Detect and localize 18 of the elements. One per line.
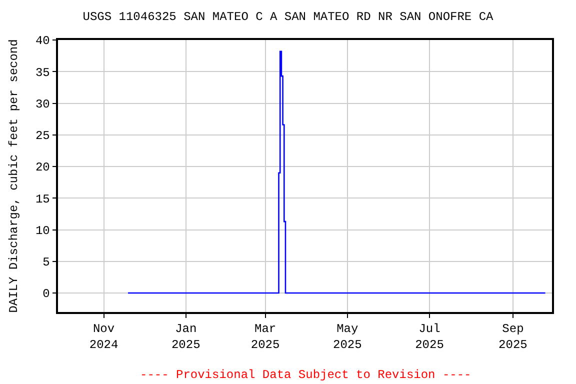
x-tick-label: Mar 2025 <box>250 322 280 352</box>
y-tick-label: 25 <box>35 129 50 144</box>
y-tick-label: 35 <box>35 66 50 80</box>
y-axis-title: DAILY Discharge, cubic feet per second <box>7 39 22 313</box>
y-tick-label: 40 <box>35 34 50 48</box>
y-tick-label: 20 <box>35 160 50 175</box>
y-tick-label: 10 <box>35 224 50 238</box>
chart-title: USGS 11046325 SAN MATEO C A SAN MATEO RD NR SAN ONOFRE CA <box>82 10 494 24</box>
x-tick-label: Sep 2025 <box>498 322 528 352</box>
y-tick-label: 0 <box>42 287 50 302</box>
x-tick-label: Jul 2025 <box>415 322 444 352</box>
y-tick-label: 5 <box>42 256 50 270</box>
y-tick-label: 30 <box>35 97 50 112</box>
text: ---- Provisional Data Subject to Revision ---- <box>140 368 472 382</box>
y-tick-label: 15 <box>35 192 50 206</box>
x-tick-label: May 2025 <box>332 322 362 352</box>
x-tick-label: Jan 2025 <box>171 322 200 352</box>
x-tick-label: Nov 2024 <box>89 322 118 352</box>
